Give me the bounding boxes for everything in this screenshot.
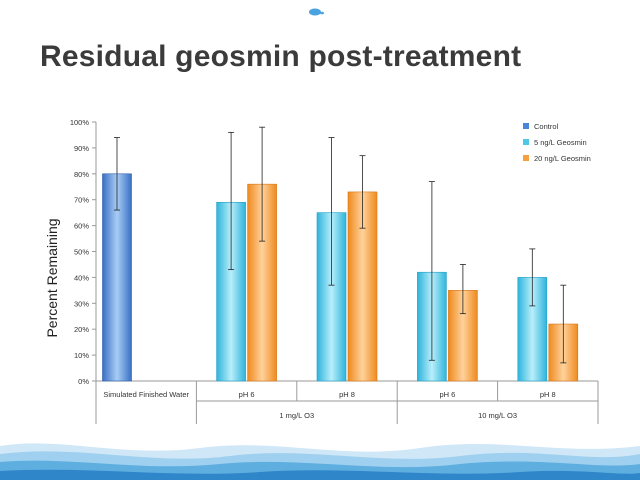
y-tick-label: 80% (74, 170, 89, 179)
y-tick-label: 30% (74, 299, 89, 308)
legend-label-2: 20 ng/L Geosmin (534, 154, 591, 163)
y-tick-label: 100% (70, 118, 90, 127)
y-tick-label: 40% (74, 273, 89, 282)
y-tick-label: 90% (74, 144, 89, 153)
bar-1-4 (517, 277, 548, 382)
x-category-label: pH 8 (540, 390, 556, 399)
y-tick-label: 70% (74, 196, 89, 205)
y-axis-label: Percent Remaining (44, 218, 60, 337)
y-tick-label: 60% (74, 222, 89, 231)
x-category-label: pH 6 (439, 390, 455, 399)
x-group-label: 1 mg/L O3 (279, 411, 314, 420)
legend-label-1: 5 ng/L Geosmin (534, 138, 587, 147)
y-tick-label: 20% (74, 325, 89, 334)
y-tick-label: 0% (78, 377, 89, 386)
x-category-label: pH 8 (339, 390, 355, 399)
legend-label-0: Control (534, 122, 559, 131)
legend-swatch-2 (523, 155, 529, 161)
x-category-label: Simulated Finished Water (103, 390, 189, 399)
legend-swatch-1 (523, 139, 529, 145)
legend-swatch-0 (523, 123, 529, 129)
logo-droplet-icon (309, 8, 324, 16)
y-tick-label: 10% (74, 351, 89, 360)
water-wave-decoration (0, 443, 640, 480)
page-title: Residual geosmin post-treatment (40, 40, 522, 73)
y-tick-label: 50% (74, 248, 89, 257)
x-group-label: 10 mg/L O3 (478, 411, 517, 420)
x-category-label: pH 6 (239, 390, 255, 399)
